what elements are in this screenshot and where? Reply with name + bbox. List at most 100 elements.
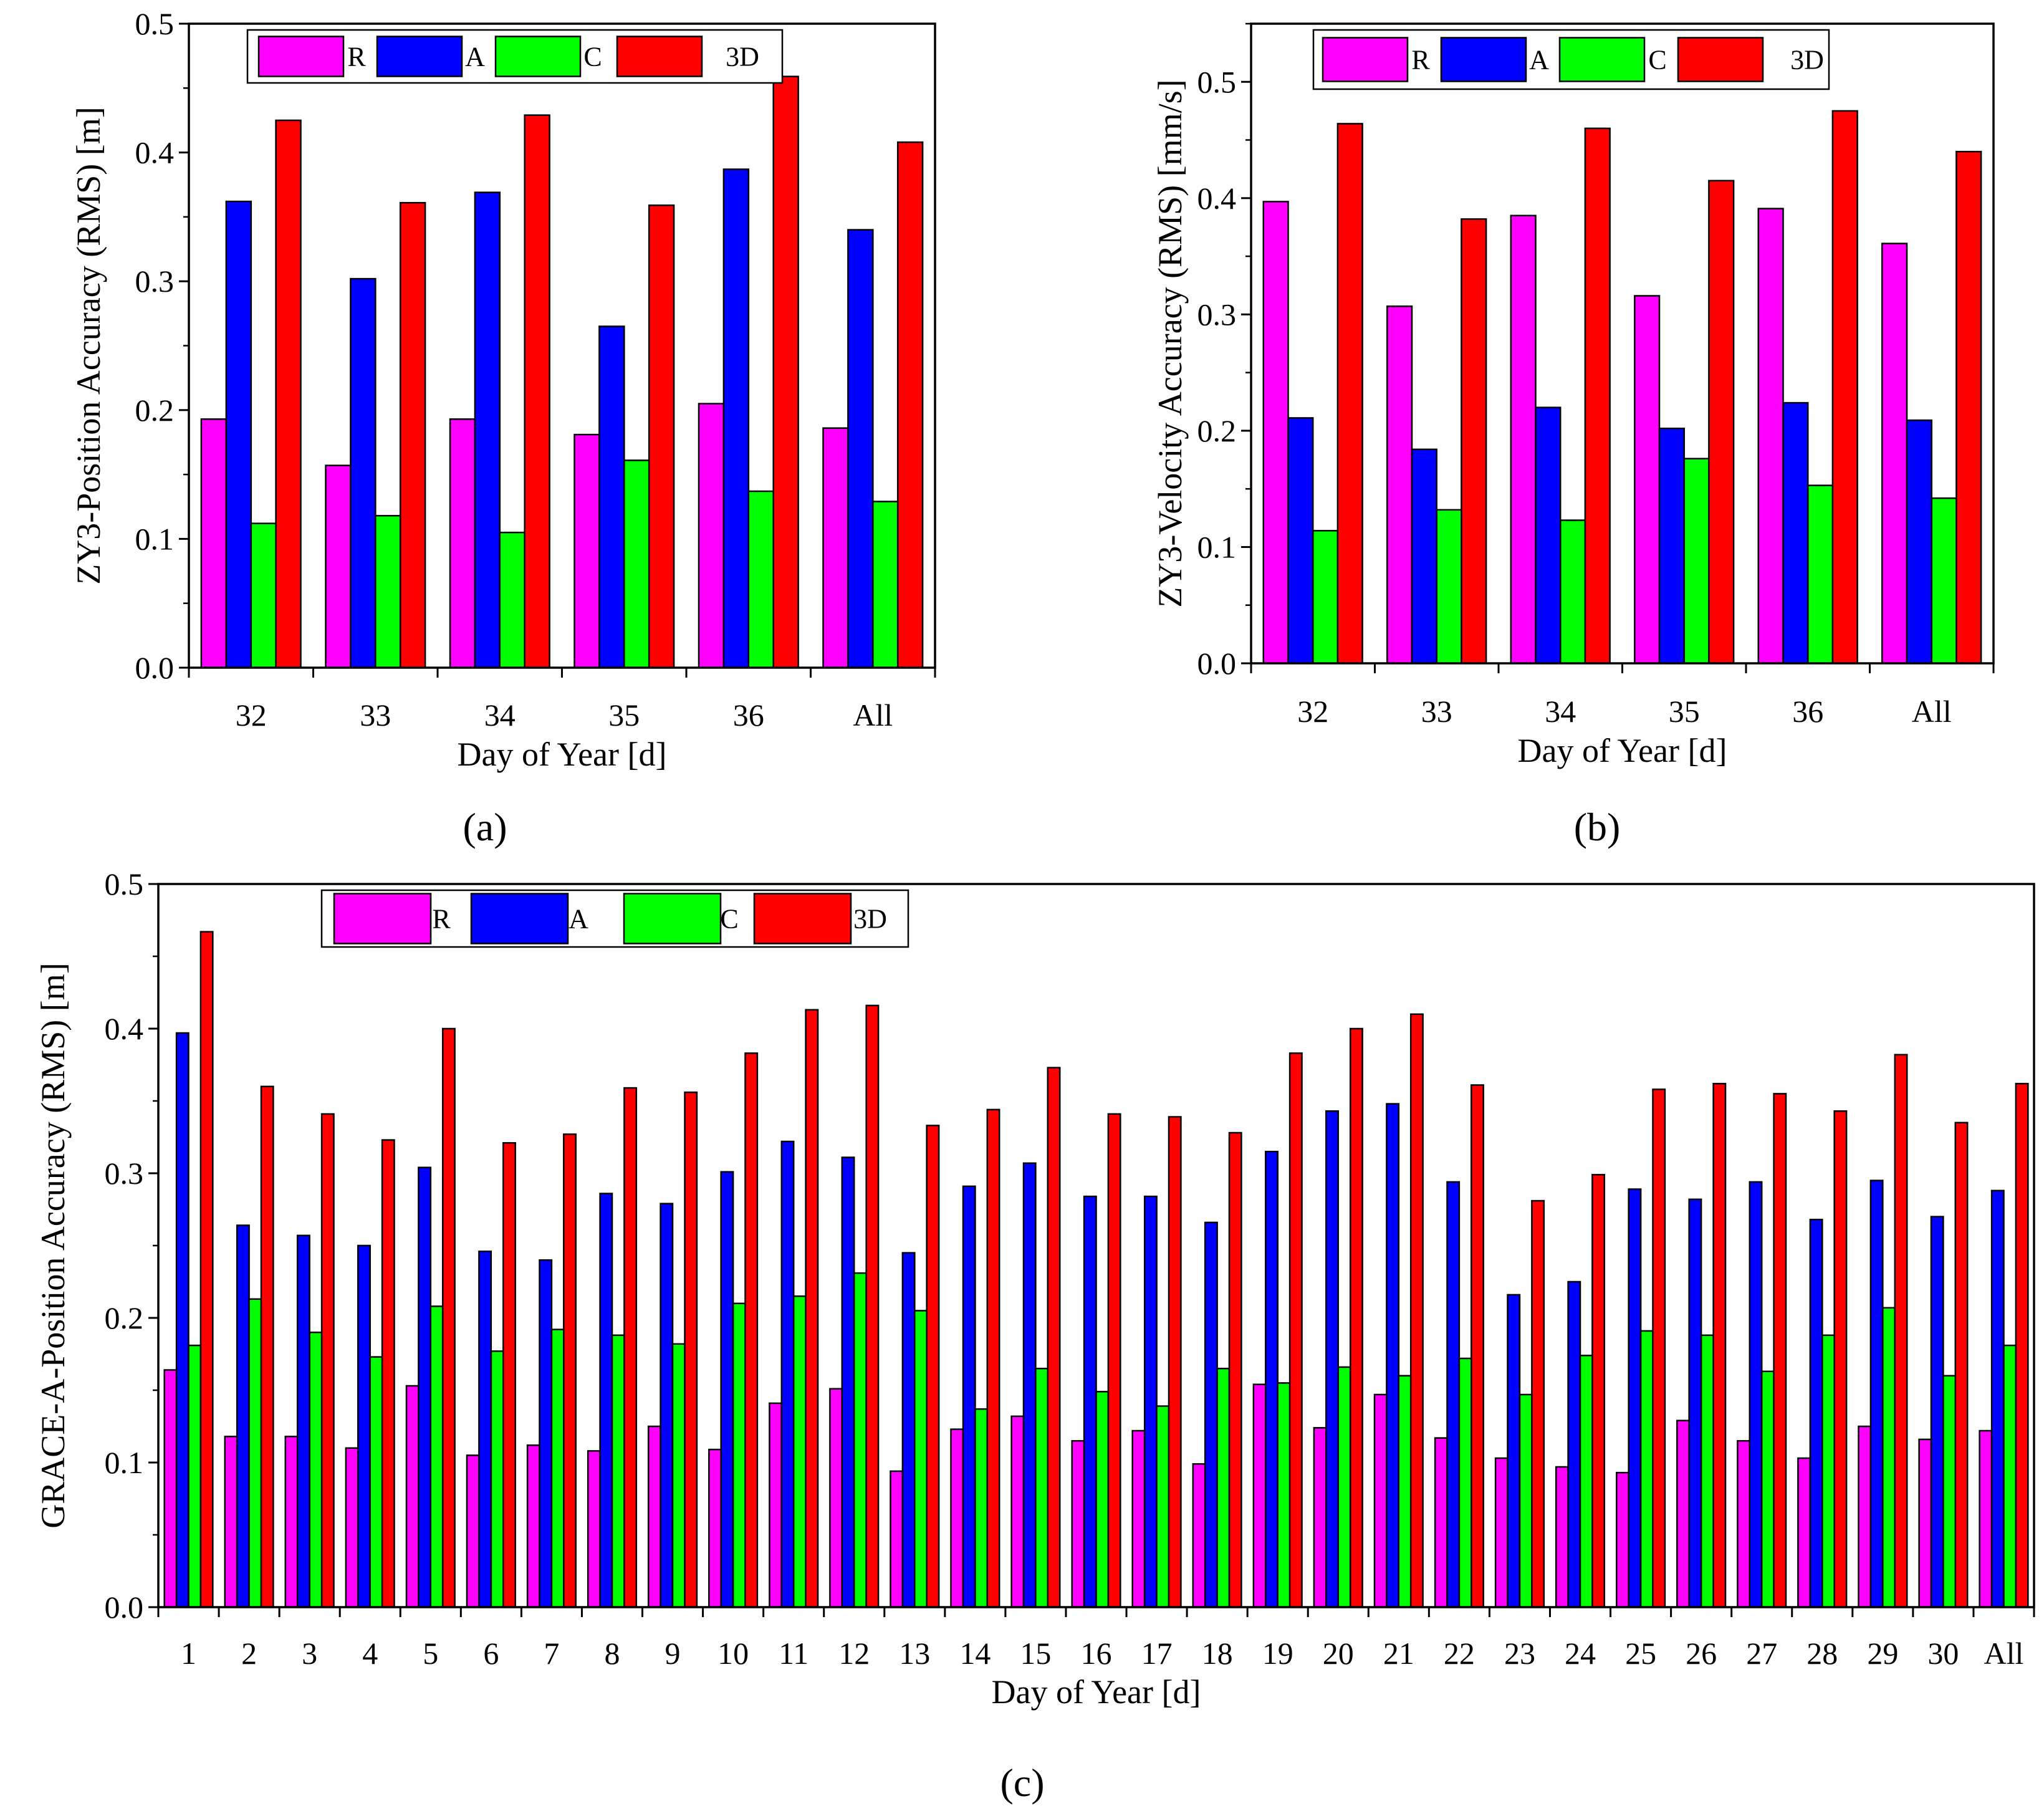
bar-r-35 — [573, 433, 600, 669]
bar-3d-2 — [260, 1085, 274, 1608]
bar-r-36 — [698, 403, 725, 669]
bar-a-25 — [1628, 1188, 1642, 1608]
bar-a-17 — [1143, 1195, 1158, 1608]
legend-swatch-r — [333, 893, 432, 944]
y-tick-label: 0.4 — [105, 1011, 144, 1046]
bar-r-11 — [769, 1402, 783, 1608]
y-tick-label: 0.1 — [135, 521, 175, 556]
bar-a-all — [847, 229, 874, 669]
bar-3d-34 — [1584, 127, 1611, 665]
x-tick-label: 26 — [1686, 1636, 1717, 1671]
bar-a-36 — [1782, 401, 1809, 665]
bar-a-32 — [1287, 417, 1314, 665]
bar-r-27 — [1737, 1439, 1751, 1608]
bar-c-23 — [1519, 1393, 1533, 1608]
y-tick-label: 0.2 — [1197, 413, 1237, 448]
bar-3d-35 — [648, 204, 675, 669]
x-axis-title: Day of Year [d] — [458, 736, 667, 773]
legend: R A C 3D — [320, 889, 909, 948]
chart-1: 0.0 0.1 0.2 0.3 0.4 0.5 32 33 34 35 36 All Day of Ye… — [70, 6, 936, 849]
bar-r-18 — [1192, 1463, 1206, 1608]
x-tick-label: 29 — [1867, 1636, 1898, 1671]
bar-c-19 — [1277, 1382, 1291, 1608]
bar-3d-33 — [1461, 218, 1487, 665]
legend-swatch-c — [623, 893, 722, 944]
bar-a-15 — [1022, 1162, 1037, 1608]
bar-c-8 — [611, 1334, 625, 1608]
bar-3d-17 — [1168, 1116, 1182, 1608]
bar-c-34 — [499, 531, 525, 669]
bar-3d-all — [896, 141, 924, 669]
bar-c-6 — [490, 1350, 504, 1608]
bar-3d-32 — [275, 119, 302, 669]
chart-2: 0.0 0.1 0.2 0.3 0.4 0.5 32 33 34 35 36 All Day of Ye… — [1151, 22, 1995, 849]
y-tick-label: 0.4 — [1197, 181, 1237, 216]
bar-3d-22 — [1471, 1084, 1484, 1608]
bar-a-11 — [780, 1140, 795, 1608]
bar-r-6 — [466, 1454, 480, 1608]
legend-label-3d: 3D — [726, 42, 759, 72]
legend-swatch-3d — [753, 893, 852, 944]
bar-c-32 — [1312, 530, 1339, 665]
bar-3d-all — [1955, 150, 1982, 665]
bar-c-17 — [1156, 1405, 1170, 1608]
bar-c-9 — [671, 1343, 686, 1608]
bar-a-21 — [1386, 1103, 1400, 1608]
bar-c-13 — [914, 1310, 928, 1608]
bar-3d-26 — [1712, 1082, 1727, 1608]
bar-r-13 — [890, 1470, 904, 1608]
x-axis-title: Day of Year [d] — [992, 1673, 1201, 1711]
bar-c-4 — [369, 1356, 383, 1608]
x-tick-label: 33 — [1421, 694, 1452, 729]
y-tick-label: 0.3 — [105, 1156, 144, 1191]
bar-3d-30 — [1954, 1122, 1969, 1608]
bar-r-7 — [526, 1444, 540, 1608]
x-tick-label: 10 — [717, 1636, 749, 1671]
bar-a-22 — [1446, 1181, 1461, 1608]
x-tick-label: 18 — [1202, 1636, 1233, 1671]
bar-r-12 — [829, 1388, 843, 1608]
bar-3d-23 — [1531, 1199, 1545, 1608]
bar-r-16 — [1071, 1439, 1085, 1608]
bar-r-24 — [1555, 1466, 1569, 1608]
y-axis-title: ZY3-Velocity Accuracy (RMS) [mm/s] — [1151, 79, 1189, 607]
x-tick-label: 21 — [1383, 1636, 1414, 1671]
bar-r-33 — [1386, 305, 1413, 665]
bar-r-10 — [708, 1448, 722, 1608]
legend-swatch-3d — [616, 36, 703, 77]
y-axis-title: ZY3-Position Accuracy (RMS) [m] — [70, 107, 107, 584]
bar-c-18 — [1216, 1367, 1231, 1608]
x-tick-label: 11 — [779, 1636, 808, 1671]
bar-a-12 — [841, 1156, 855, 1608]
y-axis-title: GRACE-A-Position Accuracy (RMS) [m] — [34, 963, 72, 1528]
bar-c-21 — [1398, 1375, 1412, 1608]
bar-a-24 — [1567, 1280, 1581, 1608]
bar-c-29 — [1882, 1307, 1896, 1608]
bar-3d-18 — [1228, 1131, 1242, 1608]
x-tick-label: 27 — [1746, 1636, 1777, 1671]
bar-r-30 — [1918, 1438, 1932, 1608]
panel-label: (b) — [1574, 805, 1621, 849]
bar-c-34 — [1560, 519, 1586, 665]
bar-c-33 — [1436, 509, 1462, 665]
x-tick-label: 33 — [360, 698, 391, 733]
x-tick-label: 28 — [1806, 1636, 1838, 1671]
bar-a-36 — [722, 168, 750, 669]
bar-c-36 — [1807, 484, 1834, 665]
bar-a-4 — [357, 1244, 371, 1608]
bar-a-7 — [539, 1259, 553, 1608]
bar-r-5 — [405, 1385, 420, 1608]
bar-3d-1 — [199, 931, 214, 1608]
bar-r-21 — [1373, 1393, 1388, 1608]
legend-label-3d: 3D — [853, 904, 887, 934]
bar-3d-3 — [320, 1113, 335, 1608]
bar-3d-7 — [563, 1133, 577, 1608]
bar-c-28 — [1821, 1334, 1835, 1608]
x-tick-label: 30 — [1927, 1636, 1959, 1671]
x-tick-label: 14 — [959, 1636, 991, 1671]
bar-c-32 — [250, 522, 277, 669]
x-tick-label: 32 — [1297, 694, 1328, 729]
x-tick-label: 6 — [483, 1636, 499, 1671]
panel-label: (a) — [463, 805, 507, 849]
bar-c-11 — [792, 1295, 807, 1608]
